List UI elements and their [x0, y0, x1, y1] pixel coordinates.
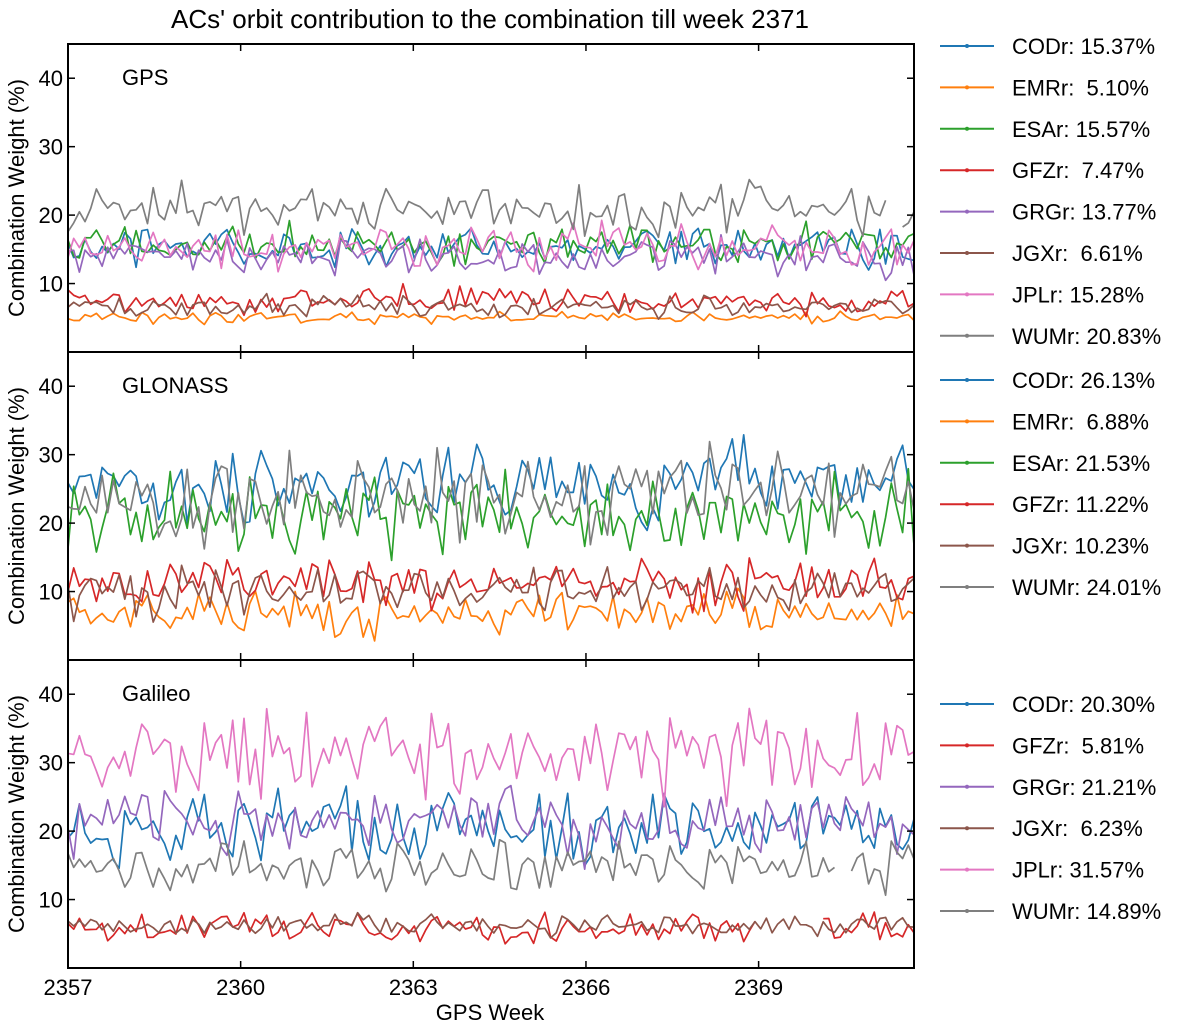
legend-marker — [965, 126, 969, 131]
y-tick-label: 40 — [39, 66, 63, 91]
y-tick-label: 30 — [39, 135, 63, 160]
legend-marker — [965, 543, 969, 548]
legend-marker — [965, 502, 969, 507]
y-axis-label: Combination Weight (%) — [4, 695, 29, 933]
y-tick-label: 20 — [39, 203, 63, 228]
legend-marker — [965, 419, 969, 424]
x-tick-label: 2363 — [389, 975, 438, 1000]
panel-gps: 10 20 30 40 GPS Combination Weight (%) — [4, 43, 915, 353]
legend-marker — [965, 378, 969, 382]
series-line-gps-jgxr — [67, 292, 915, 320]
legend-entry: CODr: 15.37% — [1012, 34, 1155, 59]
legend-entry: ESAr: 15.57% — [1012, 117, 1150, 142]
series-line-galileo-gfzr — [67, 911, 915, 945]
legend-entry: EMRr: 5.10% — [1012, 75, 1149, 100]
legend-marker — [965, 784, 969, 789]
legend-marker — [965, 292, 969, 297]
legend-marker — [965, 251, 969, 255]
legend-entry: JGXr: 6.23% — [1012, 816, 1143, 841]
legend-entry: CODr: 20.30% — [1012, 692, 1155, 717]
y-axis-label: Combination Weight (%) — [4, 387, 29, 625]
x-axis-label: GPS Week — [436, 1000, 545, 1025]
series-line-gps-grgr — [67, 233, 915, 282]
series-line-glonass-wumr — [67, 440, 915, 550]
legend-entry: JPLr: 15.28% — [1012, 282, 1144, 307]
legend-entry: GFZr: 11.22% — [1012, 492, 1149, 517]
legend-marker — [965, 44, 969, 48]
legend-entry: WUMr: 24.01% — [1012, 575, 1161, 600]
panel-label: GLONASS — [122, 373, 228, 398]
legend-marker — [965, 826, 969, 831]
x-tick-label: 2369 — [734, 975, 783, 1000]
legend-entry: EMRr: 6.88% — [1012, 409, 1149, 434]
series-line-glonass-codr — [67, 434, 915, 532]
series-line-gps-emrr — [67, 310, 915, 326]
legend-entry: CODr: 26.13% — [1012, 368, 1155, 393]
legend-entry: GRGr: 21.21% — [1012, 775, 1156, 800]
series-line-gps-wumr — [67, 178, 915, 239]
x-tick-label: 2357 — [44, 975, 93, 1000]
chart-panels: 10 20 30 40 GPS Combination Weight (%) CODr: 1… — [4, 34, 1161, 1000]
legend-marker — [965, 743, 969, 748]
series-line-glonass-jgxr — [67, 564, 915, 623]
series-line-glonass-esar — [67, 467, 915, 562]
panel-galileo: 10 20 30 40 2357 2360 2363 2366 2369 Galileo Combi… — [4, 659, 915, 1000]
panel-glonass: 10 20 30 40 GLONASS Combination Weight (%) — [4, 351, 915, 661]
series-line-glonass-gfzr — [67, 557, 915, 614]
legend-marker — [965, 867, 969, 872]
panel-label: GPS — [122, 65, 168, 90]
legend-marker — [965, 585, 969, 589]
y-tick-label: 40 — [39, 682, 63, 707]
series-line-galileo-grgr — [67, 784, 915, 871]
series-line-galileo-jgxr — [67, 911, 915, 939]
panel-frame — [67, 659, 915, 969]
legend-marker — [965, 909, 969, 913]
legend-entry: GRGr: 13.77% — [1012, 200, 1156, 225]
chart-title: ACs' orbit contribution to the combinati… — [171, 4, 809, 34]
y-axis-label: Combination Weight (%) — [4, 79, 29, 317]
legend-entry: JGXr: 6.61% — [1012, 241, 1143, 266]
legend-entry: GFZr: 5.81% — [1012, 733, 1144, 758]
series-line-glonass-emrr — [67, 587, 915, 642]
x-tick-label: 2360 — [216, 975, 265, 1000]
series-line-gps-esar — [67, 219, 915, 267]
series-line-gps-jplr — [67, 219, 915, 273]
series-line-galileo-jplr — [67, 707, 915, 808]
y-tick-label: 40 — [39, 374, 63, 399]
series-line-gps-gfzr — [67, 282, 915, 318]
y-tick-label: 30 — [39, 751, 63, 776]
y-tick-label: 30 — [39, 443, 63, 468]
legend-marker — [965, 702, 969, 706]
x-tick-label: 2366 — [561, 975, 610, 1000]
legend-entry: ESAr: 21.53% — [1012, 451, 1150, 476]
y-tick-label: 10 — [39, 580, 63, 605]
legend-galileo: CODr: 20.30% GFZr: 5.81% GRGr: 21.21% JGXr:… — [940, 692, 1161, 924]
legend-entry: WUMr: 20.83% — [1012, 324, 1161, 349]
panel-label: Galileo — [122, 681, 190, 706]
legend-entry: JPLr: 31.57% — [1012, 858, 1144, 883]
y-tick-label: 10 — [39, 888, 63, 913]
legend-marker — [965, 85, 969, 90]
legend-glonass: CODr: 26.13% EMRr: 6.88% ESAr: 21.53% GFZr:… — [940, 368, 1161, 600]
legend-marker — [965, 333, 969, 338]
y-tick-label: 20 — [39, 511, 63, 536]
series-line-galileo-wumr — [67, 838, 915, 897]
legend-marker — [965, 209, 969, 214]
y-tick-label: 20 — [39, 819, 63, 844]
legend-entry: JGXr: 10.23% — [1012, 534, 1149, 559]
legend-gps: CODr: 15.37% EMRr: 5.10% ESAr: 15.57% GFZr:… — [940, 34, 1161, 349]
legend-entry: WUMr: 14.89% — [1012, 899, 1161, 924]
legend-marker — [965, 168, 969, 173]
legend-entry: GFZr: 7.47% — [1012, 158, 1144, 183]
legend-marker — [965, 460, 969, 465]
y-tick-label: 10 — [39, 272, 63, 297]
